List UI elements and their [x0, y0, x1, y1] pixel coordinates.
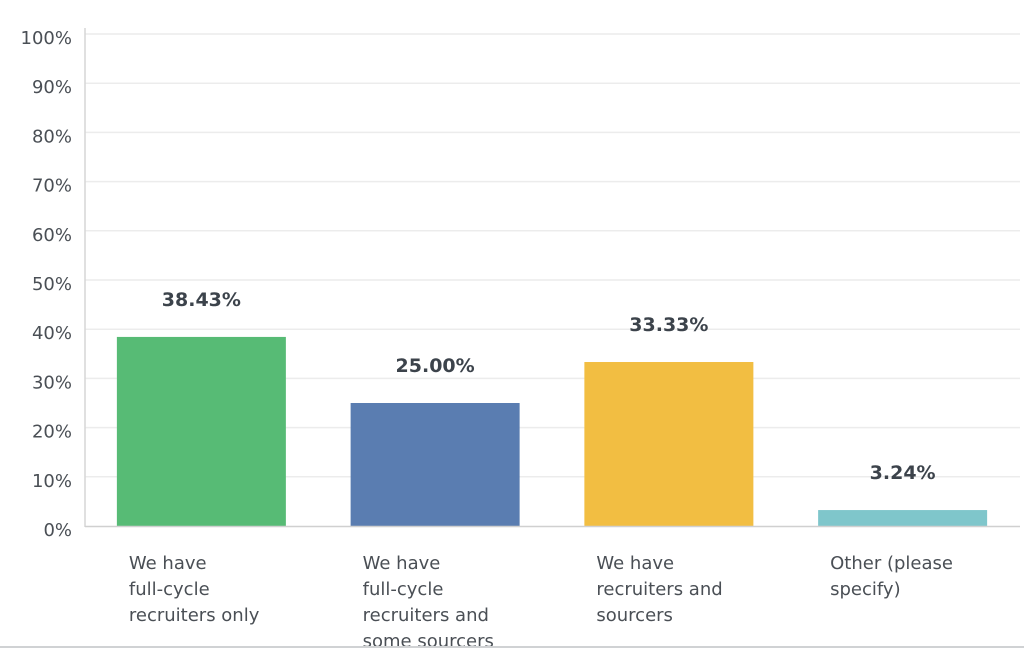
y-tick-label: 10% — [32, 471, 72, 492]
x-category-label: some sourcers — [363, 631, 494, 651]
bar — [350, 403, 520, 526]
x-category-label: Other (please — [830, 553, 953, 574]
x-category-label: full-cycle — [363, 579, 444, 600]
y-tick-label: 100% — [21, 28, 72, 49]
bar — [116, 336, 286, 526]
y-tick-label: 50% — [32, 274, 72, 295]
y-tick-label: 70% — [32, 176, 72, 197]
y-tick-label: 60% — [32, 225, 72, 246]
data-label: 25.00% — [396, 355, 475, 377]
y-tick-label: 90% — [32, 77, 72, 98]
y-tick-label: 80% — [32, 126, 72, 147]
y-tick-label: 40% — [32, 323, 72, 344]
x-category-label: specify) — [830, 579, 900, 600]
y-tick-label: 30% — [32, 372, 72, 393]
x-category-label: We have — [596, 553, 674, 574]
y-tick-label: 0% — [43, 520, 72, 541]
data-label: 38.43% — [162, 289, 241, 311]
x-category-label: We have — [363, 553, 441, 574]
bar — [818, 510, 988, 526]
data-label: 33.33% — [629, 314, 708, 336]
data-label: 3.24% — [870, 462, 936, 484]
x-category-label: recruiters only — [129, 605, 260, 626]
x-category-label: recruiters and — [363, 605, 489, 626]
x-category-label: full-cycle — [129, 579, 210, 600]
bottom-divider — [0, 646, 1024, 648]
bar — [584, 362, 754, 526]
y-tick-label: 20% — [32, 422, 72, 443]
x-category-label: recruiters and — [596, 579, 722, 600]
x-category-label: sourcers — [596, 605, 673, 626]
x-category-label: We have — [129, 553, 207, 574]
